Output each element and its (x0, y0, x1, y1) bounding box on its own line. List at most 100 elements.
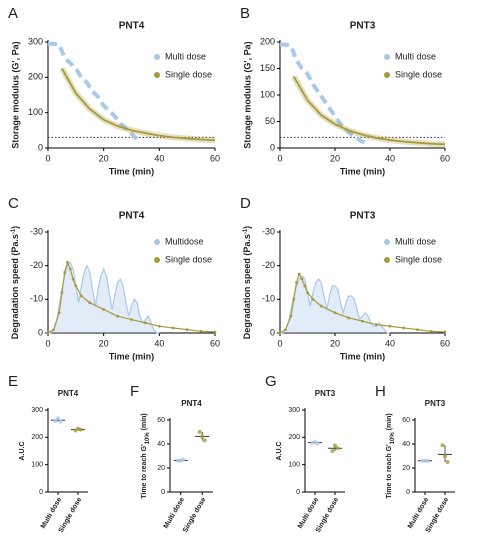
y-tick-label: 200 (31, 434, 43, 441)
data-point (102, 308, 106, 311)
legend-marker (384, 54, 390, 60)
x-tick-label: 20 (99, 338, 109, 348)
legend-marker (154, 54, 160, 60)
legend-label: Multi dose (395, 51, 436, 61)
panel-letter: C (8, 195, 19, 212)
data-point (306, 291, 309, 294)
data-line (292, 76, 446, 146)
x-tick-label: 20 (330, 338, 340, 348)
chart-title: PNT3 (350, 211, 376, 222)
x-tick-label: 40 (154, 153, 164, 163)
panel-letter: D (240, 195, 251, 212)
y-tick-label: -30 (30, 226, 43, 236)
y-tick-label: 100 (288, 462, 300, 469)
y-tick-label: 100 (31, 462, 43, 469)
legend-marker (154, 72, 160, 78)
y-tick-label: 200 (288, 434, 300, 441)
y-tick-label: 0 (296, 489, 300, 496)
data-point (171, 326, 175, 330)
x-axis-label: Time (min) (109, 166, 154, 176)
legend-marker (384, 72, 390, 78)
y-tick-label: 0 (406, 489, 410, 496)
data-point (56, 416, 60, 421)
y-tick-label: -10 (30, 294, 43, 304)
data-point (402, 326, 406, 330)
x-tick-label: 60 (210, 153, 220, 163)
y-axis-label: Storage modulus (G', Pa) (10, 41, 20, 148)
x-axis-label: Time (min) (340, 351, 385, 361)
y-axis-label-part: (min) (141, 413, 148, 432)
data-point (425, 458, 430, 463)
data-line (47, 260, 216, 334)
data-point (68, 267, 72, 271)
y-axis-label: Time to reach G'10% (min) (141, 413, 151, 499)
x-tick-label: 60 (440, 153, 450, 163)
legend-label: Multi dose (165, 51, 206, 61)
data-point (388, 324, 392, 328)
legend-label: Multidose (165, 236, 204, 246)
y-tick-label: -20 (30, 260, 43, 270)
panel-letter: A (8, 5, 18, 22)
x-tick-label: 0 (277, 338, 282, 348)
legend-marker (154, 239, 160, 245)
data-point (213, 330, 217, 334)
data-point (429, 329, 433, 333)
data-line (48, 41, 139, 141)
y-tick-label: 200 (260, 36, 275, 46)
panel-letter: B (240, 5, 250, 22)
y-axis-label-part: 10% (390, 432, 396, 445)
x-tick-label: 0 (45, 338, 50, 348)
y-tick-label: 40 (402, 441, 410, 448)
data-point (303, 284, 307, 288)
data-point (374, 323, 378, 326)
data-point (116, 314, 119, 318)
panel-letter: F (130, 383, 139, 400)
y-tick-label: -10 (262, 294, 275, 304)
y-axis-label-part: Time to reach G' (141, 444, 148, 499)
data-point (58, 419, 63, 424)
data-point (200, 434, 205, 439)
y-tick-label: 300 (28, 36, 43, 46)
data-point (71, 277, 75, 281)
data-point (292, 297, 296, 301)
y-axis-label-part: ) (10, 226, 20, 229)
panel-letter: H (375, 383, 386, 400)
y-axis-label: Degradation speed (Pa.s-1) (10, 226, 20, 339)
data-point (319, 304, 323, 308)
data-point (315, 441, 320, 446)
y-tick-label: -30 (262, 226, 275, 236)
y-tick-label: 60 (157, 417, 165, 424)
x-tick-label: 40 (385, 338, 395, 348)
chart-title: PNT4 (119, 211, 145, 222)
x-tick-label: 0 (277, 153, 282, 163)
data-point (443, 330, 447, 334)
data-point (333, 311, 337, 315)
y-axis-label-part: -1 (11, 228, 17, 234)
data-point (289, 314, 293, 318)
data-area (280, 275, 390, 333)
data-point (416, 328, 419, 332)
legend-label: Single dose (165, 254, 212, 264)
legend-label: Single dose (395, 254, 442, 264)
chart-title: PNT3 (315, 389, 336, 398)
y-axis-label-part: Degradation speed (Pa.s (10, 234, 20, 339)
data-point (130, 318, 133, 321)
legend-marker (384, 239, 390, 245)
data-point (66, 260, 69, 264)
data-point (347, 316, 351, 320)
panel-letter: G (265, 373, 277, 390)
y-tick-label: 100 (28, 107, 43, 117)
x-tick-label: 40 (385, 153, 395, 163)
legend-label: Multi dose (395, 236, 436, 246)
y-tick-label: 50 (265, 116, 275, 126)
y-axis-label: A.U.C (19, 441, 26, 460)
data-point (197, 430, 202, 434)
data-line (279, 272, 446, 334)
x-axis-label: Time (min) (340, 166, 385, 176)
data-point (440, 443, 445, 448)
data-point (300, 277, 304, 281)
y-tick-label: 0 (270, 327, 275, 337)
data-point (144, 321, 147, 325)
y-tick-label: 20 (402, 465, 410, 472)
data-point (330, 449, 335, 453)
